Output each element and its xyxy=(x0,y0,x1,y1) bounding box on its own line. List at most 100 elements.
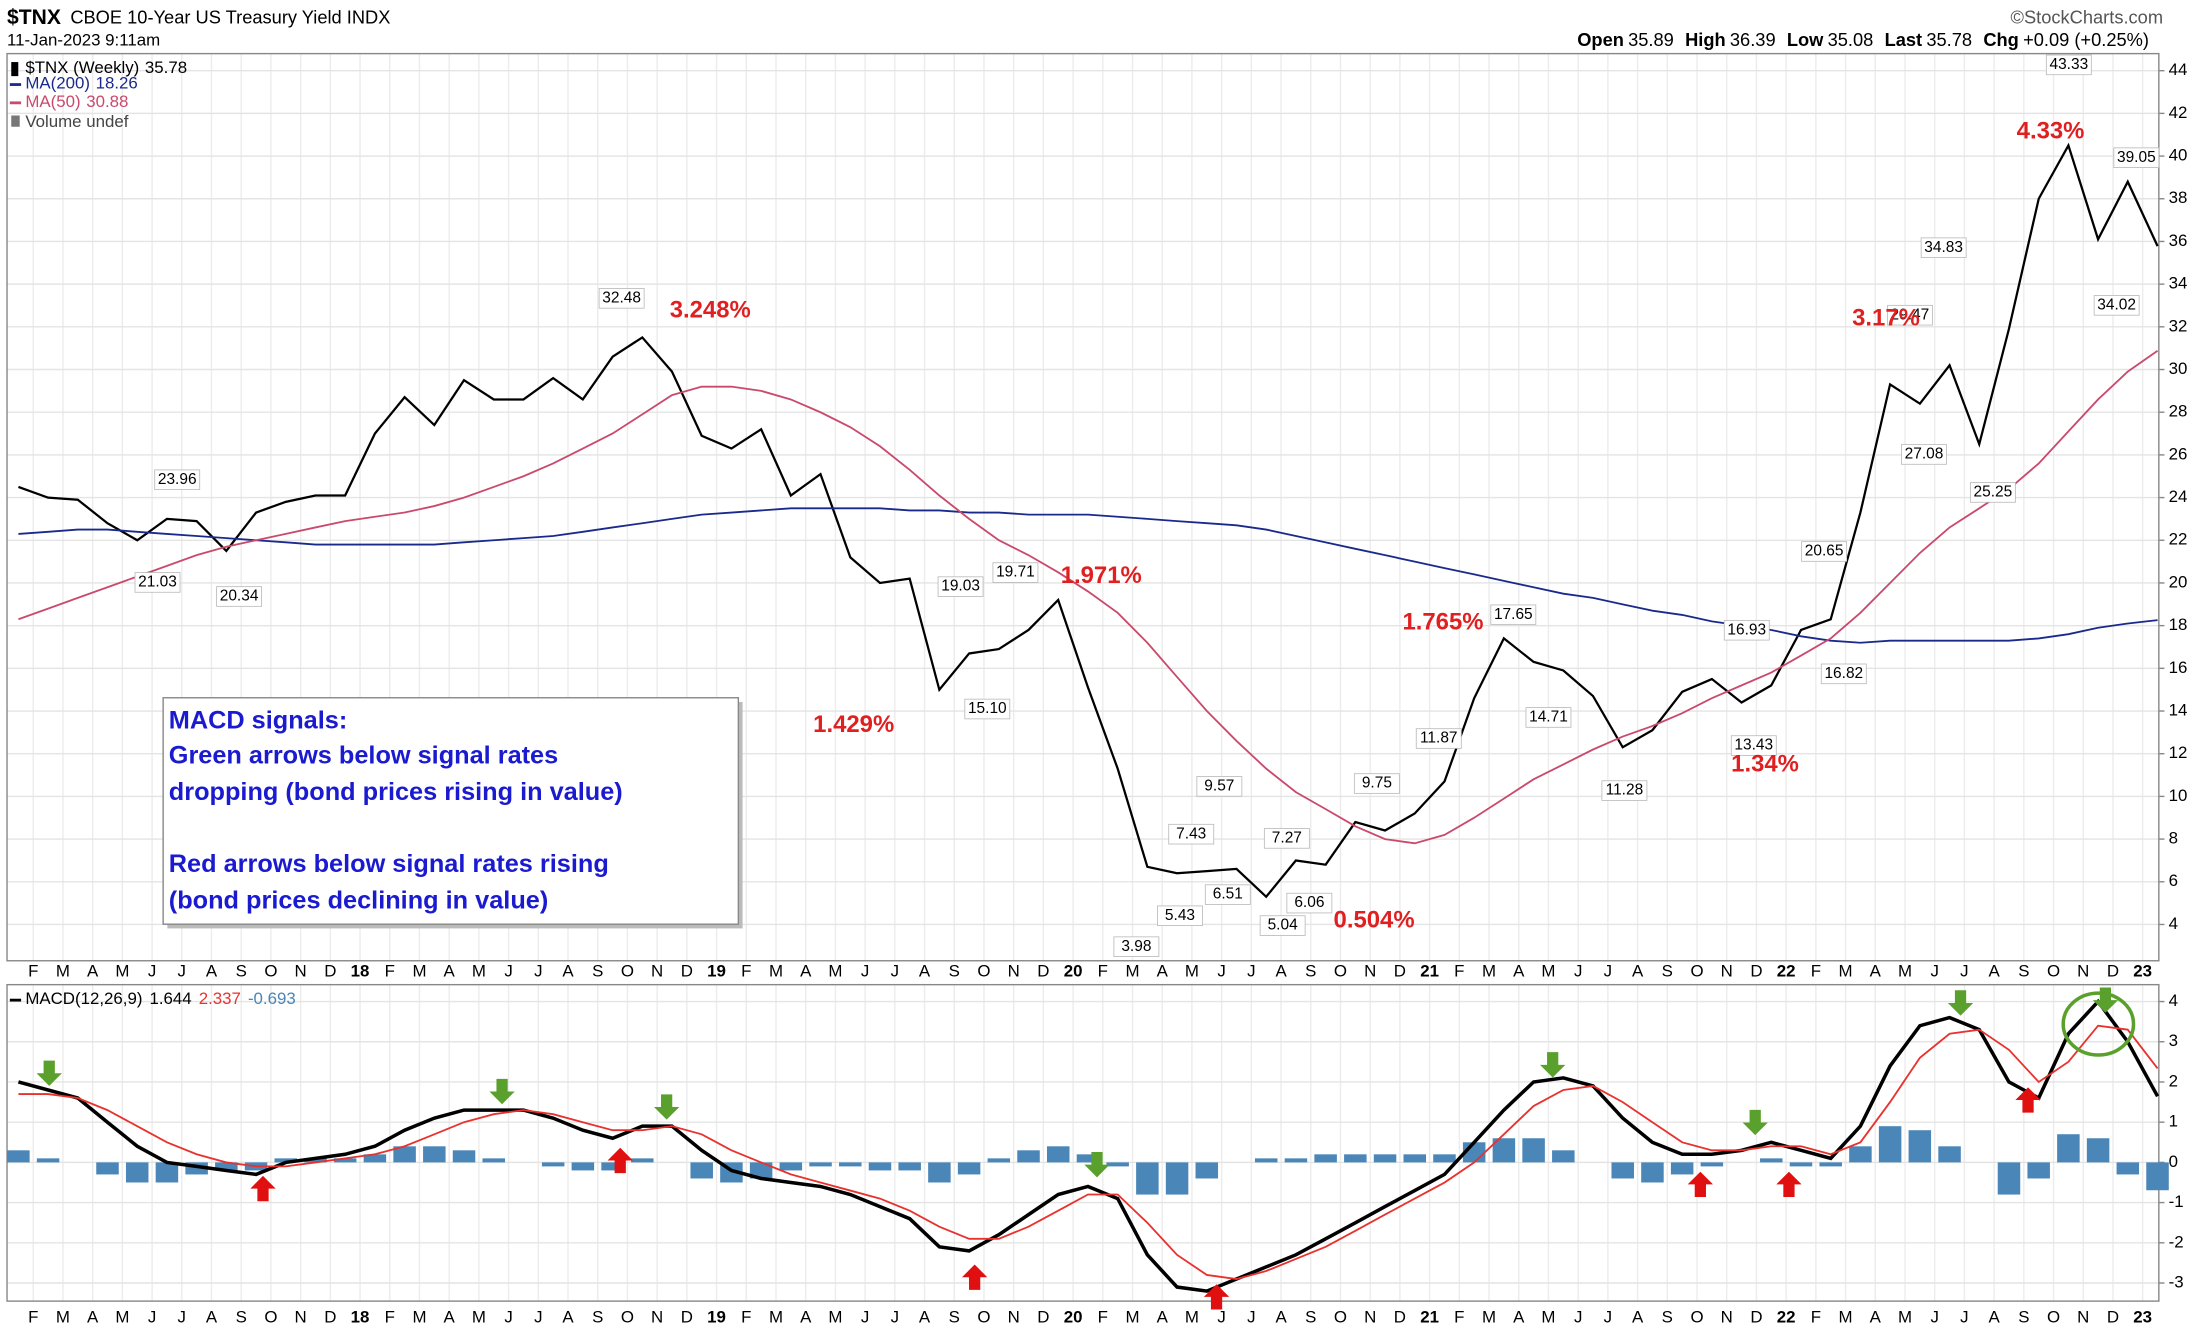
histogram-bar xyxy=(1106,1162,1129,1167)
x-tick-label: D xyxy=(1750,1307,1762,1326)
x-tick-label: M xyxy=(56,1307,70,1326)
macd-legend-value: 2.337 xyxy=(199,990,241,1009)
legend-name: $TNX (Weekly) xyxy=(25,59,139,78)
y-tick-label: 10 xyxy=(2169,786,2188,805)
x-tick-label: S xyxy=(236,961,247,980)
x-tick-label: D xyxy=(1750,961,1762,980)
x-tick-label: F xyxy=(741,961,751,980)
histogram-bar xyxy=(1492,1138,1516,1163)
x-tick-label: M xyxy=(1482,1307,1496,1326)
x-tick-label: O xyxy=(1334,961,1347,980)
x-tick-label: S xyxy=(949,961,960,980)
annotation-text: Red arrows below signal rates rising xyxy=(169,850,609,878)
point-label-box xyxy=(1901,444,1947,465)
x-tick-label: J xyxy=(1960,1307,1968,1326)
point-label-box xyxy=(964,698,1011,720)
point-label-box xyxy=(598,288,645,309)
x-tick-label: M xyxy=(115,1307,129,1326)
histogram-bar xyxy=(1611,1162,1634,1179)
histogram-bar xyxy=(2027,1162,2050,1179)
red-arrow xyxy=(1203,1284,1230,1310)
point-label-box xyxy=(1204,884,1251,905)
highlight-circle xyxy=(2061,991,2136,1057)
legend-name: MA(50) xyxy=(25,92,80,111)
x-tick-label: 20 xyxy=(1064,961,1083,980)
histogram-bar xyxy=(898,1162,921,1171)
histogram-bar xyxy=(274,1158,298,1163)
x-tick-label: D xyxy=(681,961,693,980)
y-tick-label: 4 xyxy=(2169,914,2178,933)
y-tick-label: 16 xyxy=(2169,658,2188,677)
y-tick-label: 12 xyxy=(2169,743,2188,762)
x-tick-label: A xyxy=(800,1307,812,1326)
point-label: 7.27 xyxy=(1272,829,1302,846)
quote-label: Last xyxy=(1885,29,1923,50)
histogram-bar xyxy=(1641,1162,1664,1183)
histogram-bar xyxy=(1195,1162,1219,1179)
x-tick-label: J xyxy=(178,961,186,980)
point-label-box xyxy=(992,562,1039,583)
x-tick-label: D xyxy=(324,961,336,980)
histogram-bar xyxy=(452,1150,476,1163)
histogram-bar xyxy=(1076,1154,1100,1163)
x-tick-label: A xyxy=(919,961,931,980)
histogram-bar xyxy=(1938,1146,1961,1163)
histogram-bar xyxy=(363,1154,387,1163)
x-tick-label: J xyxy=(504,961,512,980)
series-line xyxy=(18,507,2158,644)
series-line xyxy=(18,350,2159,845)
quote-value: 35.78 xyxy=(1926,29,1972,50)
green-arrow xyxy=(36,1060,62,1086)
point-label: 16.93 xyxy=(1727,621,1766,638)
x-tick-label: A xyxy=(919,1307,931,1326)
series-line xyxy=(18,142,2159,899)
y-tick-label: 4 xyxy=(2169,991,2178,1010)
histogram-bar xyxy=(1403,1154,1427,1163)
quote-label: Low xyxy=(1787,29,1824,50)
point-label-box xyxy=(1601,780,1648,801)
x-tick-label: 23 xyxy=(2133,961,2152,980)
histogram-bar xyxy=(987,1158,1011,1163)
x-tick-label: F xyxy=(385,1307,395,1326)
point-label-box xyxy=(1730,735,1777,756)
green-arrow xyxy=(2092,987,2119,1013)
x-tick-label: S xyxy=(1305,1307,1316,1326)
x-tick-label: J xyxy=(891,1307,899,1326)
point-label: 14.71 xyxy=(1529,709,1568,726)
histogram-bar xyxy=(2057,1134,2080,1163)
point-label: 32.48 xyxy=(602,289,641,306)
x-tick-label: M xyxy=(1185,1307,1199,1326)
histogram-bar xyxy=(1254,1158,1278,1163)
x-tick-label: N xyxy=(1008,961,1020,980)
point-label-box xyxy=(1969,482,2016,503)
y-tick-label: 28 xyxy=(2169,402,2188,421)
legend-entry: MA(50) 30.88 xyxy=(25,92,128,111)
histogram-bar xyxy=(1760,1158,1783,1163)
x-tick-label: A xyxy=(1988,1307,2000,1326)
x-tick-label: F xyxy=(28,1307,38,1326)
x-tick-label: O xyxy=(1690,961,1703,980)
histogram-bar xyxy=(2116,1162,2140,1175)
red-arrow xyxy=(607,1147,633,1174)
histogram-bar xyxy=(1017,1150,1040,1163)
x-tick-label: J xyxy=(534,1307,542,1326)
x-tick-label: A xyxy=(206,961,218,980)
histogram-bar xyxy=(1670,1162,1694,1175)
y-tick-label: 0 xyxy=(2169,1152,2178,1171)
y-tick-label: -2 xyxy=(2169,1232,2184,1251)
x-tick-label: J xyxy=(1217,961,1225,980)
x-tick-label: 18 xyxy=(351,961,370,980)
percent-annotation: 0.504% xyxy=(1334,907,1415,934)
legend-entry: $TNX (Weekly) 35.78 xyxy=(25,59,187,78)
x-tick-label: A xyxy=(1513,1307,1525,1326)
point-label: 20.34 xyxy=(220,588,259,605)
point-label-box xyxy=(1820,663,1867,685)
histogram-bar xyxy=(1314,1154,1337,1163)
x-tick-label: 20 xyxy=(1064,1307,1083,1326)
y-tick-label: -3 xyxy=(2169,1272,2184,1291)
histogram-bar xyxy=(2086,1138,2110,1163)
point-label-box xyxy=(937,576,984,597)
histogram-bar xyxy=(1849,1146,1872,1163)
point-label: 34.02 xyxy=(2097,296,2136,313)
x-tick-label: J xyxy=(178,1307,186,1326)
